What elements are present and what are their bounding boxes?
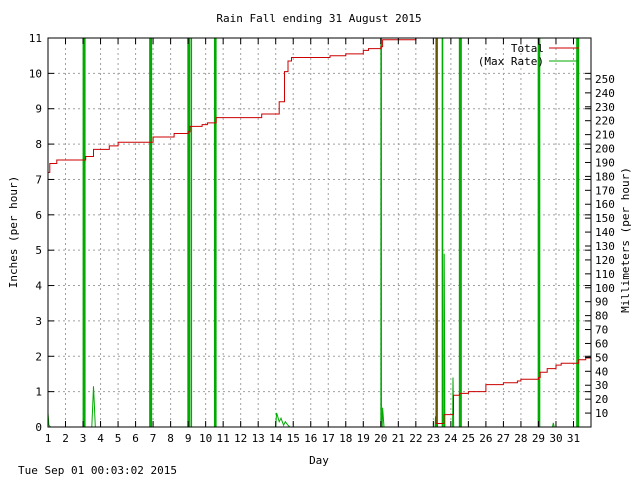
x-tick-label: 23 <box>427 432 440 445</box>
y2-tick-label: 50 <box>595 351 608 364</box>
x-tick-label: 15 <box>287 432 300 445</box>
y2-axis-label: Millimeters (per hour) <box>619 167 632 313</box>
x-tick-label: 27 <box>497 432 510 445</box>
y2-tick-label: 100 <box>595 282 615 295</box>
y-tick-label: 4 <box>35 280 42 293</box>
y2-tick-label: 220 <box>595 115 615 128</box>
y2-tick-label: 60 <box>595 337 608 350</box>
axis-ticks <box>47 37 591 428</box>
y2-tick-label: 150 <box>595 212 615 225</box>
y-tick-label: 11 <box>29 32 42 45</box>
y2-tick-label: 40 <box>595 365 608 378</box>
y2-tick-label: 190 <box>595 156 615 169</box>
x-tick-label: 24 <box>444 432 458 445</box>
y2-tick-label: 70 <box>595 324 608 337</box>
x-tick-label: 9 <box>185 432 192 445</box>
x-tick-label: 14 <box>269 432 283 445</box>
y2-tick-label: 30 <box>595 379 608 392</box>
x-tick-label: 20 <box>374 432 387 445</box>
x-tick-label: 28 <box>514 432 527 445</box>
x-tick-label: 21 <box>392 432 405 445</box>
y2-tick-label: 240 <box>595 87 615 100</box>
max-rate-series <box>47 38 591 428</box>
y2-tick-label: 180 <box>595 170 615 183</box>
max-rate-line <box>47 253 591 428</box>
x-tick-label: 11 <box>217 432 230 445</box>
y-tick-label: 3 <box>35 315 42 328</box>
legend: Total (Max Rate) <box>478 42 579 68</box>
x-axis-label: Day <box>309 454 329 467</box>
x-tick-label: 22 <box>409 432 422 445</box>
y-tick-label: 5 <box>35 244 42 257</box>
y2-tick-label: 80 <box>595 310 608 323</box>
y2-tick-label: 160 <box>595 198 615 211</box>
plot-frame <box>47 37 592 428</box>
x-tick-label: 4 <box>97 432 104 445</box>
legend-label-total: Total <box>511 42 544 55</box>
x-tick-label: 29 <box>532 432 545 445</box>
y-axis-label: Inches (per hour) <box>7 176 20 289</box>
x-tick-label: 31 <box>567 432 580 445</box>
total-line <box>48 37 592 424</box>
y2-tick-label: 170 <box>595 184 615 197</box>
x-tick-label: 3 <box>80 432 87 445</box>
y2-tick-label: 130 <box>595 240 615 253</box>
y-tick-label: 2 <box>35 350 42 363</box>
x-tick-label: 25 <box>462 432 475 445</box>
y-tick-label: 0 <box>35 421 42 434</box>
legend-label-max-rate: (Max Rate) <box>478 55 544 68</box>
x-tick-label: 5 <box>115 432 122 445</box>
x-tick-label: 17 <box>322 432 335 445</box>
y2-tick-label: 20 <box>595 393 608 406</box>
chart-title: Rain Fall ending 31 August 2015 <box>216 12 421 25</box>
y-tick-label: 8 <box>35 138 42 151</box>
x-tick-label: 26 <box>479 432 492 445</box>
y-tick-label: 9 <box>35 103 42 116</box>
x-tick-label: 12 <box>234 432 247 445</box>
x-tick-label: 7 <box>150 432 157 445</box>
x-tick-label: 2 <box>62 432 69 445</box>
y2-tick-label: 200 <box>595 143 615 156</box>
x-tick-label: 30 <box>549 432 562 445</box>
y2-tick-label: 110 <box>595 268 615 281</box>
x-tick-label: 13 <box>252 432 265 445</box>
x-tick-label: 16 <box>304 432 317 445</box>
x-tick-label: 18 <box>339 432 352 445</box>
total-series <box>48 37 592 424</box>
y-tick-label: 10 <box>29 67 42 80</box>
y2-tick-label: 210 <box>595 129 615 142</box>
x-tick-label: 6 <box>132 432 139 445</box>
y2-tick-label: 120 <box>595 254 615 267</box>
x-tick-label: 8 <box>167 432 174 445</box>
y2-tick-label: 230 <box>595 101 615 114</box>
timestamp: Tue Sep 01 00:03:02 2015 <box>18 464 177 477</box>
x-tick-label: 10 <box>199 432 212 445</box>
x-tick-label: 19 <box>357 432 370 445</box>
y2-tick-label: 250 <box>595 73 615 86</box>
y-tick-label: 1 <box>35 386 42 399</box>
y2-tick-label: 90 <box>595 296 608 309</box>
grid <box>48 38 591 427</box>
x-tick-label: 1 <box>45 432 52 445</box>
y-tick-label: 6 <box>35 209 42 222</box>
y-tick-label: 7 <box>35 173 42 186</box>
y2-tick-label: 10 <box>595 407 608 420</box>
y2-tick-label: 140 <box>595 226 615 239</box>
